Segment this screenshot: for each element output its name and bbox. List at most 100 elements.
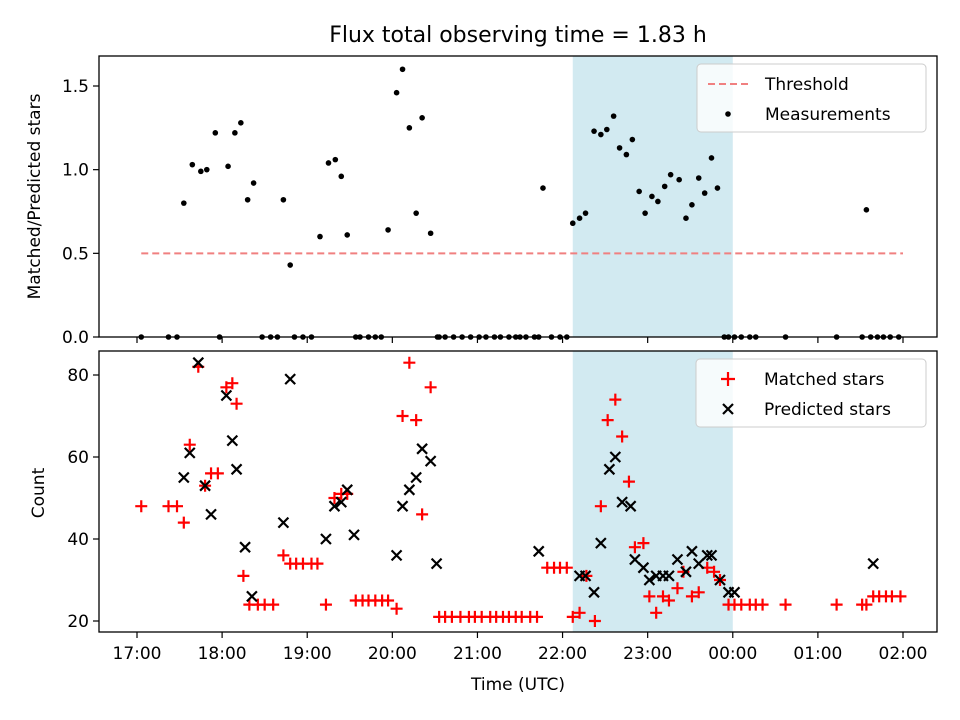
top-x-axis-ticks [136, 337, 904, 343]
matched-star-point [894, 590, 907, 603]
matched-star-point [566, 610, 579, 623]
measurement-point [689, 202, 695, 208]
predicted-star-point [277, 516, 290, 529]
predicted-star-point [616, 496, 628, 508]
predicted-star-point [226, 434, 239, 447]
legend-predicted-label: Predicted stars [764, 400, 891, 420]
predicted-star-point [714, 574, 726, 586]
matched-star-point [226, 377, 239, 390]
predicted-star-point [178, 471, 190, 484]
legend-matched-swatch [721, 372, 735, 386]
matched-star-point [183, 438, 196, 451]
measurement-point [661, 183, 668, 190]
matched-star-point [830, 598, 843, 611]
matched-star-point [628, 541, 641, 554]
predicted-star-point [728, 586, 741, 599]
predicted-star-point [663, 570, 675, 582]
bottom-x-tick-label: 17:00 [113, 644, 162, 664]
top-legend: Threshold Measurements [696, 63, 927, 133]
measurement-point [667, 171, 674, 178]
matched-star-point [319, 598, 332, 611]
predicted-star-point [705, 549, 718, 562]
predicted-star-point [183, 447, 196, 459]
matched-star-point [396, 410, 409, 422]
bottom-x-tick-label: 01:00 [793, 644, 842, 664]
matched-star-point [171, 500, 184, 513]
predicted-star-point [595, 537, 607, 549]
predicted-star-point [430, 557, 443, 570]
matched-star-point [643, 590, 656, 603]
bottom-x-axis-ticks: 17:00 18:00 19:00 20:00 21:00 22:00 23:00 00:00… [113, 632, 928, 664]
matched-star-point [560, 561, 573, 574]
measurement-point [203, 166, 210, 173]
measurement-point [582, 210, 589, 216]
predicted-star-point [609, 451, 622, 463]
matched-star-point [410, 414, 423, 427]
predicted-star-point [701, 549, 714, 562]
measurement-point [198, 168, 204, 175]
bottom-legend-box [695, 358, 927, 428]
predicted-star-point [671, 553, 684, 566]
predicted-star-point [532, 545, 545, 558]
top-y-tick-label: 0.0 [62, 328, 89, 348]
matched-star-point [637, 537, 650, 550]
top-legend-box [696, 63, 927, 133]
measurement-point [385, 227, 391, 233]
x-axis-label: Time (UTC) [470, 675, 565, 695]
bottom-x-tick-label: 02:00 [879, 644, 928, 664]
measurement-point [623, 151, 630, 158]
chart-title: Flux total observing time = 1.83 h [329, 23, 707, 48]
predicted-star-point [390, 549, 403, 562]
matched-star-point [311, 557, 324, 570]
matched-star-point [403, 356, 416, 369]
predicted-star-point [424, 455, 437, 467]
legend-measurements-swatch [725, 111, 731, 117]
measurement-point [232, 130, 238, 136]
measurement-point [244, 196, 251, 203]
measurement-point [413, 210, 419, 216]
predicted-star-point [284, 373, 296, 385]
measurement-point [604, 126, 610, 133]
measurement-point [629, 136, 636, 143]
matched-star-point [860, 598, 873, 611]
matched-star-point [650, 606, 663, 619]
predicted-star-point [335, 496, 348, 508]
matched-star-point [588, 615, 601, 627]
measurement-point [708, 155, 715, 161]
measurement-point [863, 207, 870, 213]
measurement-point [338, 173, 345, 180]
predicted-star-point [579, 570, 592, 582]
predicted-star-point [680, 566, 692, 578]
matched-star-point [594, 500, 607, 513]
predicted-star-point [220, 389, 233, 402]
legend-measurements-label: Measurements [765, 105, 891, 125]
predicted-star-point [199, 479, 211, 492]
matched-star-point [277, 549, 290, 562]
measurement-point [212, 130, 219, 136]
bottom-y-axis-label: Count [29, 467, 49, 518]
matched-star-point [211, 467, 224, 480]
predicted-star-point [629, 553, 641, 566]
bottom-x-tick-label: 00:00 [708, 644, 757, 664]
predicted-star-point [320, 533, 332, 545]
measurement-point [399, 66, 406, 73]
measurement-point [655, 198, 661, 205]
matched-star-point [756, 598, 769, 611]
measurement-point [683, 215, 689, 221]
matched-star-point [779, 598, 792, 611]
measurement-point [406, 125, 413, 131]
measurement-point [325, 160, 332, 166]
matched-star-point [177, 516, 190, 529]
predicted-star-point [637, 561, 650, 574]
predicted-star-point [348, 529, 360, 541]
predicted-star-point [230, 463, 243, 476]
matched-star-point [416, 508, 429, 521]
matched-star-point [601, 414, 614, 427]
matched-star-point [662, 594, 675, 607]
bottom-x-tick-label: 19:00 [283, 644, 332, 664]
bottom-x-tick-label: 22:00 [538, 644, 587, 664]
matched-star-point [671, 582, 684, 595]
predicted-star-point [205, 508, 217, 521]
matched-star-point [135, 500, 148, 513]
